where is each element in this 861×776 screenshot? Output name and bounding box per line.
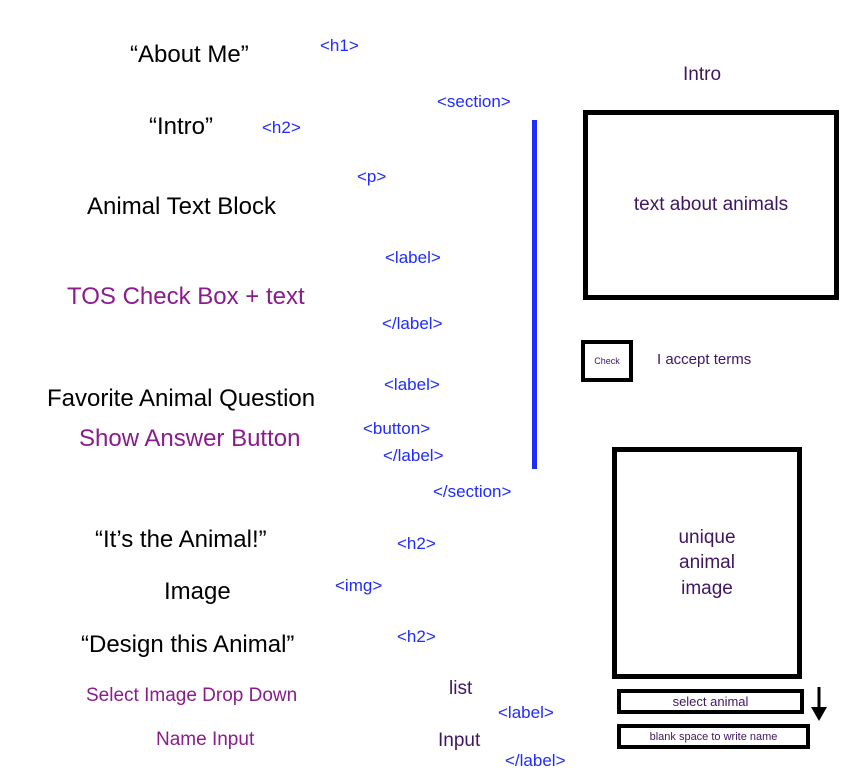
- label-close-tag-1: </label>: [382, 314, 443, 333]
- text-about-animals-label: text about animals: [633, 194, 789, 215]
- intro-mockup-title: Intro: [683, 64, 722, 85]
- label-close-tag-2: </label>: [383, 446, 444, 465]
- check-box-label: Check: [594, 356, 620, 366]
- animal-image-box: unique animal image: [612, 447, 802, 679]
- favorite-animal-question: Favorite Animal Question: [47, 385, 316, 412]
- label-close-tag-3: </label>: [505, 751, 566, 770]
- name-field-label: blank space to write name: [649, 730, 778, 743]
- label-open-tag-3: <label>: [498, 703, 554, 722]
- section-close-tag: </section>: [433, 482, 512, 501]
- section-open-tag: <section>: [437, 92, 511, 111]
- animal-text-block: Animal Text Block: [87, 193, 276, 220]
- h2-tag-intro: <h2>: [262, 118, 301, 137]
- dropdown-arrow-icon[interactable]: [808, 685, 830, 723]
- input-annotation: Input: [438, 730, 481, 751]
- img-tag: <img>: [335, 576, 383, 595]
- p-tag: <p>: [357, 167, 387, 186]
- accept-terms-text: I accept terms: [657, 351, 752, 368]
- select-image-dropdown-text: Select Image Drop Down: [86, 685, 298, 706]
- check-box[interactable]: Check: [581, 340, 633, 382]
- show-answer-button-text: Show Answer Button: [79, 425, 301, 452]
- animal-image-label: unique animal image: [678, 526, 736, 599]
- text-about-animals-box: text about animals: [583, 110, 839, 300]
- about-me-heading: “About Me”: [130, 41, 249, 68]
- button-tag: <button>: [363, 419, 431, 438]
- h2-tag-animal: <h2>: [397, 534, 436, 553]
- name-input-field[interactable]: blank space to write name: [617, 724, 810, 749]
- h1-tag: <h1>: [320, 36, 359, 55]
- select-animal-label: select animal: [672, 694, 749, 709]
- label-open-tag-2: <label>: [384, 375, 440, 394]
- list-annotation: list: [449, 678, 473, 699]
- h2-tag-design: <h2>: [397, 627, 436, 646]
- section-bracket-line: [532, 120, 537, 469]
- tos-checkbox-text: TOS Check Box + text: [67, 283, 305, 310]
- intro-heading: “Intro”: [149, 113, 214, 140]
- select-animal-dropdown[interactable]: select animal: [617, 689, 804, 714]
- label-open-tag-1: <label>: [385, 248, 441, 267]
- name-input-text: Name Input: [156, 729, 255, 750]
- its-the-animal-heading: “It’s the Animal!”: [95, 526, 267, 553]
- design-this-animal-heading: “Design this Animal”: [81, 631, 295, 658]
- image-label: Image: [164, 578, 231, 605]
